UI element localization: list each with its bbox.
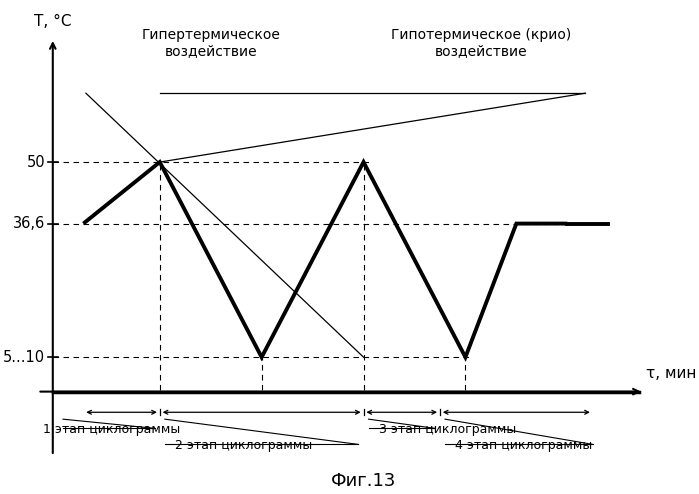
Text: 36,6: 36,6: [13, 216, 45, 231]
Text: 1 этап циклограммы: 1 этап циклограммы: [43, 423, 180, 436]
Text: 4 этап циклограммы: 4 этап циклограммы: [455, 439, 593, 452]
Text: 3 этап циклограммы: 3 этап циклограммы: [379, 423, 516, 436]
Text: Гипертермическое
воздействие: Гипертермическое воздействие: [141, 28, 280, 58]
Text: τ, мин: τ, мин: [647, 366, 697, 381]
Text: Фиг.13: Фиг.13: [331, 472, 396, 491]
Text: T, °C: T, °C: [34, 14, 71, 29]
Text: 5...10: 5...10: [3, 350, 45, 365]
Text: 2 этап циклограммы: 2 этап циклограммы: [175, 439, 312, 452]
Text: 50: 50: [27, 155, 45, 169]
Text: Гипотермическое (крио)
воздействие: Гипотермическое (крио) воздействие: [391, 28, 571, 58]
